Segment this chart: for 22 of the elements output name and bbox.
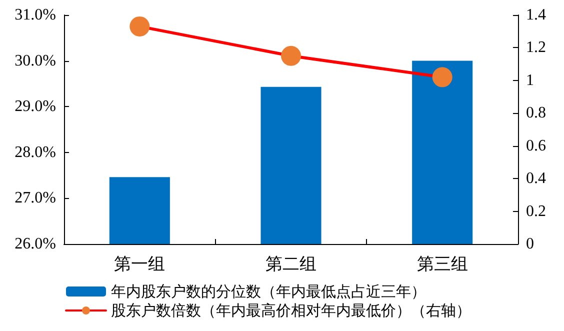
y-tick-label: 30.0%	[14, 52, 56, 70]
y-tick-label: 31.0%	[14, 6, 56, 24]
y2-tick-label: 0.4	[526, 170, 546, 188]
point	[281, 46, 301, 66]
legend-label: 年内股东户数的分位数（年内最低点占近三年）	[111, 282, 426, 300]
y2-tick-label: 0	[526, 236, 534, 252]
point	[130, 16, 150, 36]
y2-tick-label: 1.2	[526, 39, 546, 56]
y2-tick-label: 0.8	[526, 104, 546, 122]
y2-tick-label: 1.4	[526, 6, 546, 24]
x-tick-label: 第一组	[114, 254, 166, 274]
x-tick-label: 第二组	[266, 254, 316, 274]
legend-label: 股东户数倍数（年内最高价相对年内最低价）（右轴）	[111, 302, 471, 320]
y-tick-label: 26.0%	[14, 236, 56, 252]
y2-tick-label: 0.6	[526, 137, 546, 154]
y-tick-label: 29.0%	[14, 98, 56, 116]
x-tick-label: 第三组	[416, 254, 468, 274]
y2-tick-label: 1	[526, 72, 534, 89]
y-tick-label: 28.0%	[14, 144, 56, 161]
y2-tick-label: 0.2	[526, 202, 546, 220]
point	[432, 67, 452, 88]
y-tick-label: 27.0%	[14, 190, 56, 207]
